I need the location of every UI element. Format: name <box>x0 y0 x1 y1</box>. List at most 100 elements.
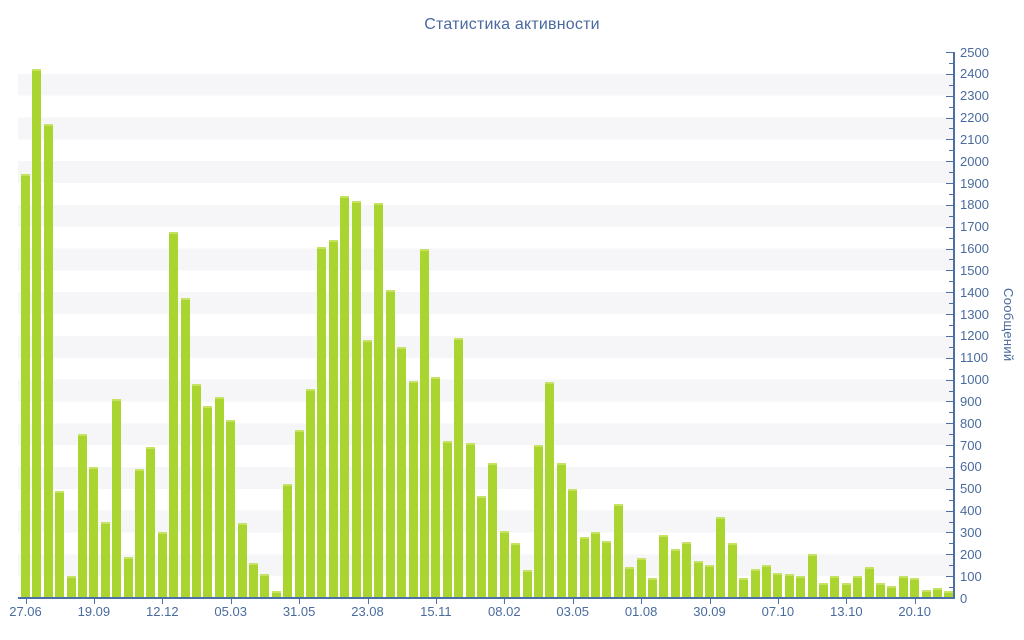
bar[interactable] <box>659 534 669 598</box>
bar[interactable] <box>477 496 486 598</box>
bar[interactable] <box>636 557 646 598</box>
y-axis-line <box>953 52 955 599</box>
bar[interactable] <box>260 573 270 598</box>
y-tick-label: 300 <box>960 524 982 540</box>
bar[interactable] <box>933 588 942 598</box>
bar[interactable] <box>682 542 692 598</box>
bar[interactable] <box>499 531 509 598</box>
bar[interactable] <box>180 297 190 598</box>
bar[interactable] <box>921 590 931 598</box>
bar[interactable] <box>420 248 429 598</box>
bar[interactable] <box>898 576 908 598</box>
y-major-tick <box>946 598 954 599</box>
bar[interactable] <box>819 582 828 598</box>
bar[interactable] <box>66 576 76 598</box>
x-tick-label: 31.05 <box>282 604 316 619</box>
bar[interactable] <box>648 578 657 598</box>
y-minor-tick <box>949 84 954 86</box>
bar[interactable] <box>511 543 521 598</box>
bar[interactable] <box>226 420 236 598</box>
bar[interactable] <box>146 447 156 598</box>
bar[interactable] <box>568 488 578 598</box>
y-tick-label: 2500 <box>960 44 989 60</box>
bar[interactable] <box>340 196 350 598</box>
bar[interactable] <box>249 563 258 598</box>
y-major-tick <box>946 52 954 53</box>
bar[interactable] <box>55 490 65 598</box>
bar[interactable] <box>625 567 635 598</box>
bar[interactable] <box>591 532 600 598</box>
bar[interactable] <box>613 504 623 598</box>
bar[interactable] <box>328 239 338 598</box>
bar[interactable] <box>317 247 327 598</box>
y-major-tick <box>946 226 954 228</box>
bar[interactable] <box>602 541 612 598</box>
bar[interactable] <box>363 340 372 598</box>
y-major-tick <box>946 292 954 294</box>
bar[interactable] <box>488 462 498 598</box>
bar[interactable] <box>431 377 441 598</box>
x-tick-label: 23.08 <box>351 604 384 619</box>
bar[interactable] <box>100 521 110 598</box>
bar[interactable] <box>556 462 566 598</box>
bar[interactable] <box>750 568 760 598</box>
bar[interactable] <box>306 389 315 598</box>
bar[interactable] <box>693 560 703 598</box>
bar[interactable] <box>841 582 851 598</box>
bar[interactable] <box>397 346 407 598</box>
bar[interactable] <box>78 434 87 598</box>
bar[interactable] <box>716 517 726 598</box>
bar[interactable] <box>374 202 384 598</box>
bar[interactable] <box>351 200 361 598</box>
bar[interactable] <box>522 569 532 598</box>
x-tick-label: 03.05 <box>556 604 589 619</box>
bar[interactable] <box>887 586 897 598</box>
bar[interactable] <box>705 565 714 598</box>
bar[interactable] <box>944 591 954 598</box>
bar[interactable] <box>545 381 555 598</box>
y-major-tick <box>946 73 954 75</box>
bar[interactable] <box>454 338 464 598</box>
bar[interactable] <box>123 556 133 598</box>
bar[interactable] <box>283 484 293 598</box>
bar[interactable] <box>89 466 99 598</box>
bar[interactable] <box>21 174 30 598</box>
bar[interactable] <box>408 380 418 598</box>
bar[interactable] <box>784 573 794 598</box>
bar[interactable] <box>43 124 53 598</box>
bar[interactable] <box>192 383 201 598</box>
x-tick <box>709 599 711 604</box>
bar[interactable] <box>579 536 589 598</box>
bar[interactable] <box>112 399 122 598</box>
bar[interactable] <box>32 69 42 598</box>
bar[interactable] <box>876 582 885 598</box>
bar[interactable] <box>465 442 475 598</box>
bar[interactable] <box>294 429 304 598</box>
bar[interactable] <box>762 565 771 598</box>
bar[interactable] <box>864 567 874 598</box>
y-major-tick <box>946 532 954 534</box>
bar[interactable] <box>807 554 817 598</box>
bar[interactable] <box>442 440 452 598</box>
bar[interactable] <box>727 543 737 598</box>
bar[interactable] <box>271 591 281 598</box>
bar[interactable] <box>910 578 920 598</box>
bar[interactable] <box>169 232 179 598</box>
bar[interactable] <box>853 576 863 598</box>
bar[interactable] <box>203 405 213 598</box>
y-major-tick <box>946 335 954 337</box>
bar[interactable] <box>534 445 543 598</box>
bar[interactable] <box>214 397 224 598</box>
bar[interactable] <box>237 522 247 598</box>
bar[interactable] <box>830 576 840 598</box>
x-tick <box>777 599 779 604</box>
bar[interactable] <box>385 290 395 598</box>
bar[interactable] <box>135 469 144 598</box>
bar[interactable] <box>739 578 749 598</box>
bar[interactable] <box>796 576 806 598</box>
bar[interactable] <box>157 532 167 598</box>
y-major-tick <box>946 445 954 447</box>
bar[interactable] <box>773 572 783 598</box>
bar[interactable] <box>670 548 680 598</box>
y-major-tick <box>946 466 954 468</box>
